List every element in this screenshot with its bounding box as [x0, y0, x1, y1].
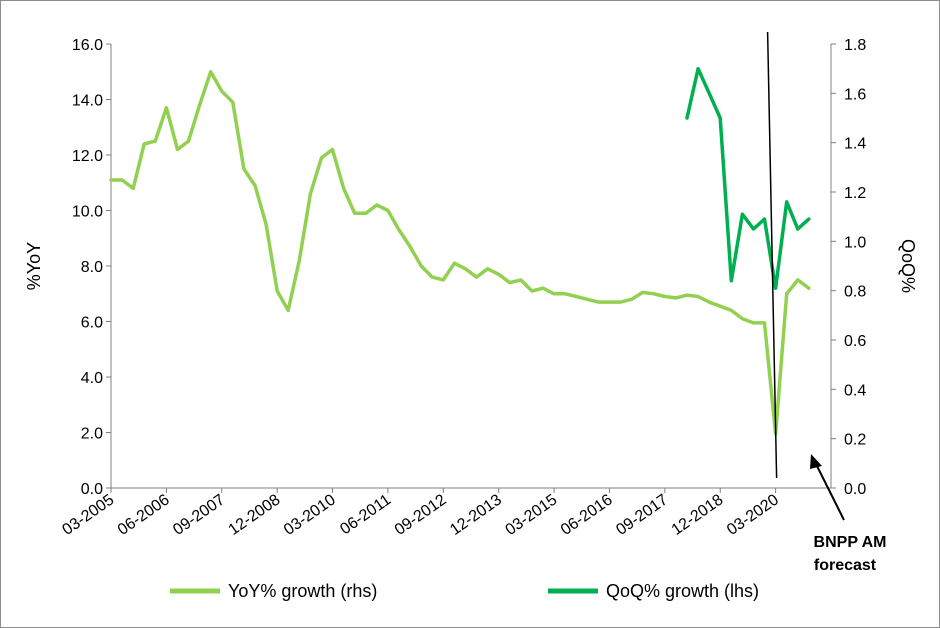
right-tick-label: 0.2 — [844, 432, 866, 449]
right-tick-label: 1.6 — [844, 86, 866, 103]
left-tick-label: 10.0 — [72, 204, 103, 221]
forecast-arrow — [810, 454, 845, 521]
yoy-growth-line — [109, 70, 811, 436]
right-tick-label: 1.0 — [844, 234, 866, 251]
legend-label-yoy: YoY% growth (rhs) — [228, 581, 377, 601]
left-tick-label: 6.0 — [81, 315, 103, 332]
right-tick-label: 0.8 — [844, 284, 866, 301]
x-tick-label: 03-2005 — [59, 491, 117, 539]
forecast-label-line-2: forecast — [814, 557, 877, 574]
x-tick-label: 06-2016 — [558, 491, 616, 539]
x-tick-label: 09-2012 — [392, 491, 450, 539]
qoq-growth-line — [685, 66, 811, 290]
forecast-label-line-1: BNPP AM — [814, 534, 887, 551]
right-tick-label: 0.6 — [844, 333, 866, 350]
left-axis-ticks: 0.0 2.0 4.0 6.0 8.0 10.0 12.0 14.0 16.0 — [72, 37, 111, 498]
x-tick-label: 03-2015 — [503, 491, 561, 539]
left-tick-label: 14.0 — [72, 93, 103, 110]
x-tick-label: 03-2020 — [724, 491, 782, 539]
left-axis-title: %YoY — [24, 242, 44, 290]
right-tick-label: 0.4 — [844, 382, 866, 399]
legend-label-qoq: QoQ% growth (lhs) — [606, 581, 759, 601]
x-axis-ticks: 03-200506-200609-200712-200803-201006-20… — [59, 488, 782, 539]
left-tick-label: 16.0 — [72, 37, 103, 54]
forecast-divider-line — [766, 31, 778, 479]
right-axis-title: QoQ% — [898, 239, 918, 293]
x-tick-label: 12-2018 — [669, 491, 727, 539]
right-tick-label: 0.0 — [844, 481, 866, 498]
left-tick-label: 12.0 — [72, 148, 103, 165]
left-tick-label: 4.0 — [81, 370, 103, 387]
left-tick-label: 2.0 — [81, 426, 103, 443]
x-tick-label: 06-2006 — [115, 491, 173, 539]
right-tick-label: 1.8 — [844, 37, 866, 54]
x-tick-label: 09-2017 — [613, 491, 671, 539]
left-tick-label: 0.0 — [81, 481, 103, 498]
series-lines — [109, 66, 811, 436]
right-tick-label: 1.2 — [844, 185, 866, 202]
left-tick-label: 8.0 — [81, 259, 103, 276]
x-tick-label: 12-2008 — [226, 491, 284, 539]
legend: YoY% growth (rhs) QoQ% growth (lhs) — [170, 581, 759, 601]
x-tick-label: 12-2013 — [447, 491, 505, 539]
right-axis-ticks: 0.0 0.2 0.4 0.6 0.8 1.0 1.2 1.4 1.6 1.8 — [831, 37, 866, 498]
x-tick-label: 03-2010 — [281, 491, 339, 539]
right-tick-label: 1.4 — [844, 136, 866, 153]
x-tick-label: 09-2007 — [170, 491, 228, 539]
x-tick-label: 06-2011 — [337, 491, 394, 538]
